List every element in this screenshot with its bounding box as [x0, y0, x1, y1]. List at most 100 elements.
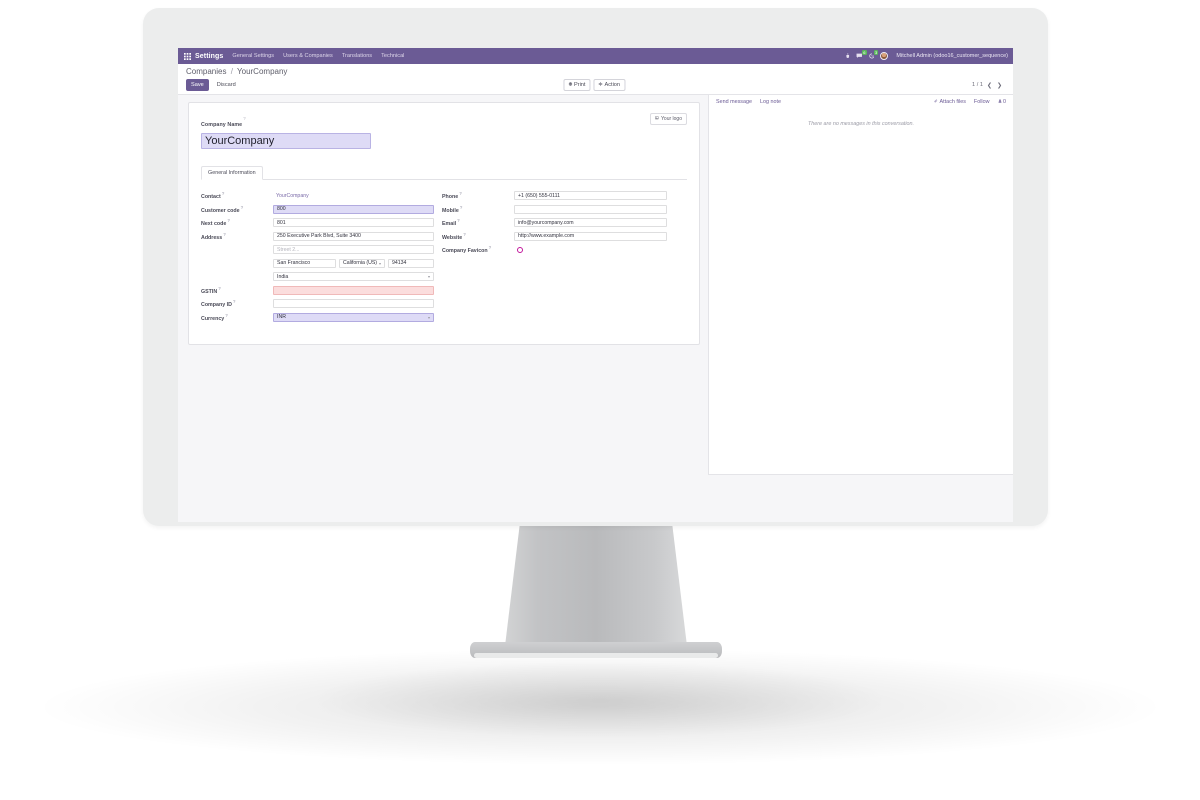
attach-files-button[interactable]: Attach files: [934, 99, 966, 105]
odoo-o-favicon[interactable]: [517, 246, 523, 253]
website-input[interactable]: [514, 231, 667, 241]
address-city-state-zip-group: California (US) ▾: [273, 258, 434, 268]
gstin-input[interactable]: [273, 285, 434, 295]
currency-value: INR: [277, 314, 286, 320]
chevron-right-icon[interactable]: ❯: [996, 82, 1002, 89]
action-label: Action: [604, 82, 621, 88]
main-content: Company Name? Your logo Gene: [178, 95, 1013, 522]
breadcrumb-separator: /: [230, 67, 233, 76]
next-code-label: Next code?: [201, 218, 231, 227]
bug-icon[interactable]: [845, 53, 851, 59]
followers-counter[interactable]: 0: [998, 99, 1006, 105]
website-label: Website?: [442, 231, 466, 241]
field-row-company-favicon: Company Favicon?: [442, 245, 667, 254]
apps-grid-icon[interactable]: [184, 52, 191, 60]
chatter-empty-message: There are no messages in this conversati…: [807, 121, 915, 127]
app-brand-settings[interactable]: Settings: [195, 52, 224, 60]
gstin-label: GSTIN?: [201, 285, 221, 295]
chat-bubble-icon[interactable]: 6: [856, 50, 867, 59]
gear-icon: [598, 82, 603, 88]
address-zip-input[interactable]: [388, 258, 434, 268]
breadcrumb-current: YourCompany: [237, 67, 288, 76]
currency-select[interactable]: INR ▾: [273, 312, 434, 322]
required-marker: ?: [243, 115, 246, 121]
field-row-contact: Contact? YourCompany: [201, 191, 434, 200]
form-column: Company Name? Your logo Gene: [178, 95, 708, 522]
discard-button[interactable]: Discard: [212, 79, 241, 90]
address-country-select[interactable]: India ▾: [273, 272, 434, 281]
follow-button[interactable]: Follow: [973, 99, 990, 105]
field-row-currency: Currency? INR ▾: [201, 312, 434, 322]
chatter-right-actions: Attach files Follow 0: [934, 99, 1006, 105]
email-label: Email?: [442, 218, 460, 227]
activity-clock-icon[interactable]: 3: [868, 50, 879, 59]
control-panel: Save Discard Print Action: [178, 78, 1013, 95]
breadcrumb-root[interactable]: Companies: [186, 67, 227, 76]
company-name-input[interactable]: [201, 133, 371, 149]
phone-label: Phone?: [442, 191, 462, 200]
floor-shadow-inner: [300, 660, 900, 740]
tab-general-information[interactable]: General Information: [201, 166, 263, 180]
print-button[interactable]: Print: [562, 79, 591, 91]
chatter-toolbar: Send message Log note Attach files Follo…: [716, 99, 1006, 105]
menu-general-settings[interactable]: General Settings: [232, 53, 275, 59]
messages-badge: 6: [862, 50, 867, 56]
field-row-gstin: GSTIN?: [201, 285, 434, 295]
address-city-input[interactable]: [273, 258, 336, 268]
your-logo-button[interactable]: Your logo: [650, 113, 687, 125]
field-row-mobile: Mobile?: [442, 204, 667, 214]
print-label: Print: [573, 82, 586, 88]
field-row-address-street: Address?: [201, 231, 434, 241]
address-country-value: India: [277, 273, 289, 280]
followers-count: 0: [1003, 99, 1006, 105]
activities-badge: 3: [873, 50, 879, 56]
your-logo-label: Your logo: [661, 116, 682, 122]
send-message-button[interactable]: Send message: [716, 99, 752, 105]
address-street2-input[interactable]: [273, 245, 434, 254]
field-row-next-code: Next code?: [201, 218, 434, 227]
avatar[interactable]: [880, 52, 889, 60]
company-id-label: Company ID?: [201, 299, 236, 308]
address-state-select[interactable]: California (US) ▾: [339, 258, 385, 268]
action-button[interactable]: Action: [593, 79, 626, 91]
menu-users-and-companies[interactable]: Users & Companies: [283, 53, 333, 59]
phone-input[interactable]: [514, 191, 667, 200]
customer-code-input[interactable]: [273, 204, 434, 214]
chevron-left-icon[interactable]: ❮: [986, 82, 992, 89]
email-input[interactable]: [514, 218, 667, 227]
company-favicon-label: Company Favicon?: [442, 245, 492, 254]
field-row-company-id: Company ID?: [201, 299, 434, 308]
save-button[interactable]: Save: [186, 79, 209, 91]
navbar-right-group: 6 3 Mitchell Admin (odoo16_customer_sequ…: [845, 50, 1008, 60]
field-row-phone: Phone?: [442, 191, 667, 200]
image-icon: [655, 116, 660, 122]
pager-value[interactable]: 1 / 1: [972, 82, 983, 88]
company-name-label: Company Name: [201, 122, 243, 128]
company-id-input[interactable]: [273, 299, 434, 308]
form-title-row: Company Name? Your logo: [201, 113, 687, 149]
form-right-column: Phone? Mobile? Email?: [442, 191, 667, 326]
address-state-value: California (US): [343, 260, 378, 266]
next-code-input[interactable]: [273, 218, 434, 227]
paperclip-icon: [934, 99, 939, 105]
control-panel-center-actions: Print Action: [562, 79, 628, 91]
pager: 1 / 1 ❮ ❯: [972, 82, 1003, 89]
log-note-button[interactable]: Log note: [759, 99, 781, 105]
address-street-input[interactable]: [273, 231, 434, 241]
form-sheet: Company Name? Your logo Gene: [188, 102, 700, 345]
mobile-input[interactable]: [514, 204, 667, 214]
printer-icon: [568, 82, 572, 88]
menu-translations[interactable]: Translations: [341, 53, 373, 59]
floor-shadow: [30, 648, 1170, 766]
chevron-down-icon: ▾: [427, 314, 430, 320]
form-left-column: Contact? YourCompany Customer code? Next…: [201, 191, 434, 326]
menu-technical[interactable]: Technical: [381, 53, 405, 59]
user-menu-label[interactable]: Mitchell Admin (odoo16_customer_sequence…: [896, 53, 1008, 59]
chatter-panel: Send message Log note Attach files Follo…: [708, 95, 1013, 475]
attach-files-label: Attach files: [939, 99, 966, 105]
top-navbar: Settings General Settings Users & Compan…: [178, 48, 1013, 64]
field-row-address-street2: [201, 245, 434, 254]
contact-value-link[interactable]: YourCompany: [276, 192, 309, 199]
address-label: Address?: [201, 231, 226, 241]
